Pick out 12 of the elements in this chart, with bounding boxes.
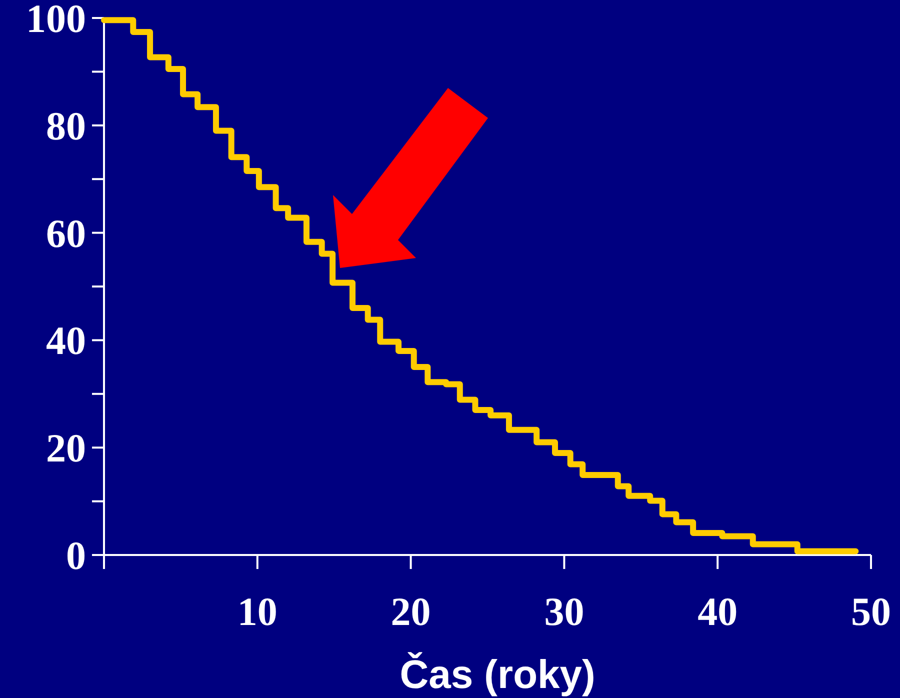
y-tick-label: 0 bbox=[66, 533, 86, 578]
y-tick-label: 60 bbox=[46, 210, 86, 256]
x-tick-label: 30 bbox=[544, 589, 584, 634]
y-tick-label: 80 bbox=[46, 103, 86, 148]
x-tick-label: 50 bbox=[851, 589, 891, 634]
x-axis-title: Čas (roky) bbox=[400, 652, 596, 697]
y-tick-label: 40 bbox=[46, 318, 86, 364]
x-tick-label: 20 bbox=[390, 589, 431, 634]
y-tick-label: 20 bbox=[46, 426, 86, 471]
y-tick-label: 100 bbox=[26, 0, 86, 41]
x-tick-label: 40 bbox=[698, 589, 738, 634]
x-tick-label: 10 bbox=[237, 589, 278, 634]
